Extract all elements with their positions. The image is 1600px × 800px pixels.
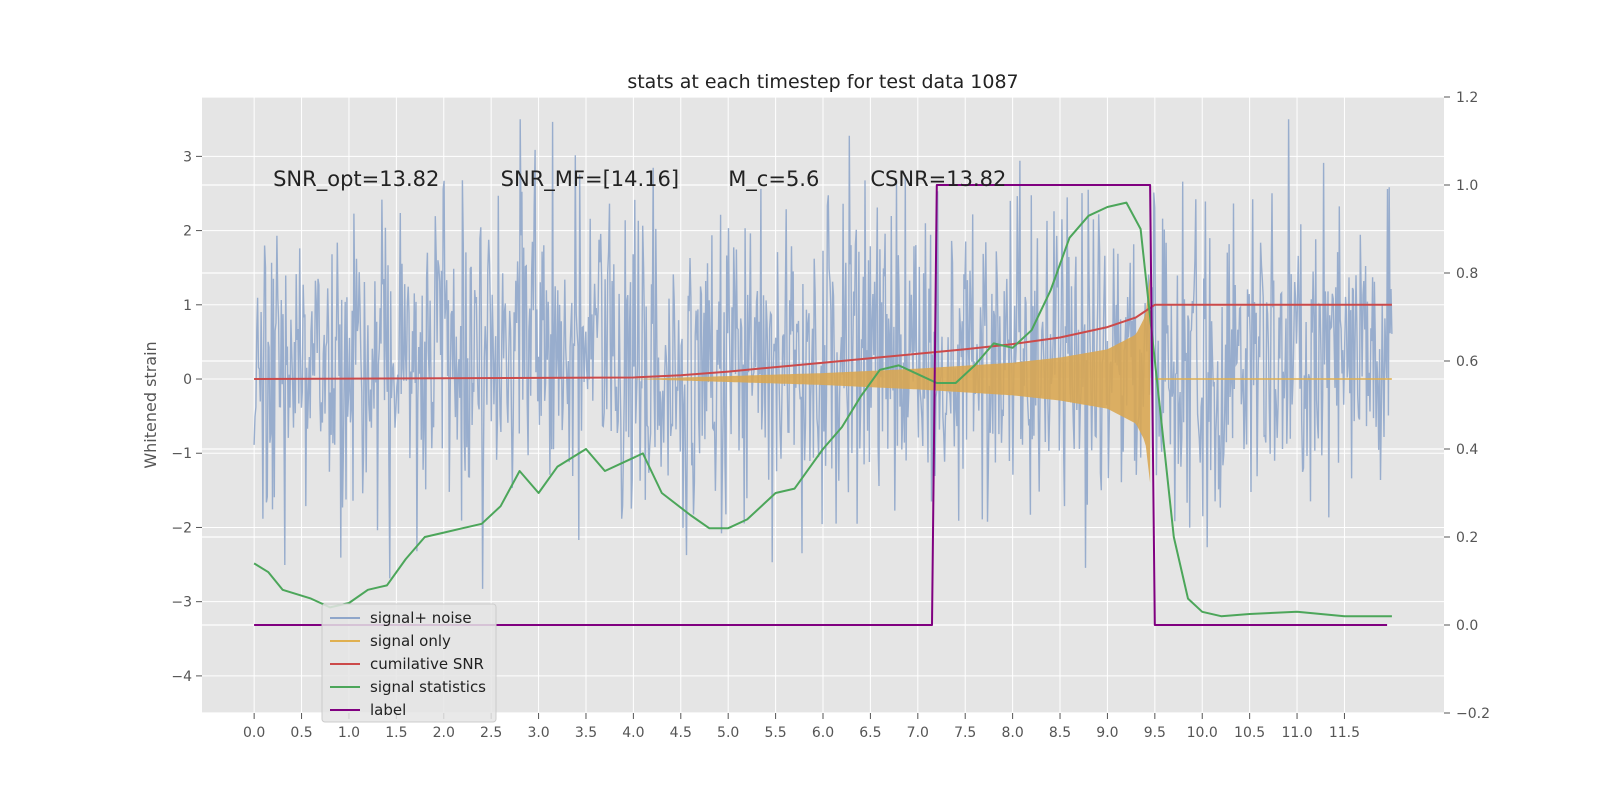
- x-tick-label: 1.5: [385, 725, 407, 741]
- x-tick-label: 2.5: [480, 725, 502, 741]
- series-signal-only-envelope: [633, 275, 1151, 483]
- x-tick-label: 10.5: [1234, 725, 1265, 741]
- y-right-tick-label: 0.4: [1456, 442, 1478, 458]
- y-tick-label: 0: [183, 372, 192, 388]
- chart-title: stats at each timestep for test data 108…: [627, 71, 1018, 93]
- axes: −4 −3 −2 −1 0 1 2 3 −0.2 0.0 0.2 0.4 0.6 0.8 1.0 1.2 0.0…: [171, 90, 1490, 741]
- x-tick-label: 2.0: [433, 725, 455, 741]
- annotation-csnr: CSNR=13.82: [870, 167, 1006, 191]
- x-tick-label: 5.5: [764, 725, 786, 741]
- x-tick-label: 7.5: [954, 725, 976, 741]
- y-tick-label: 3: [183, 149, 192, 165]
- x-tick-label: 3.0: [527, 725, 549, 741]
- annotation-snr-opt: SNR_opt=13.82: [273, 167, 439, 192]
- x-tick-label: 9.0: [1096, 725, 1118, 741]
- legend-box: [321, 603, 497, 723]
- x-tick-label: 11.0: [1281, 725, 1312, 741]
- x-tick-label: 8.5: [1049, 725, 1071, 741]
- y-tick-label: −1: [171, 446, 192, 462]
- y-tick-label: −2: [171, 520, 192, 536]
- y-tick-label: −3: [171, 595, 192, 611]
- y-right-tick-label: 1.0: [1456, 178, 1478, 194]
- legend-entry: signal statistics: [370, 678, 486, 696]
- x-tick-label: 7.0: [907, 725, 929, 741]
- legend-entry: cumilative SNR: [370, 655, 484, 673]
- legend-entry: signal+ noise: [370, 609, 472, 627]
- legend-entry: label: [370, 701, 406, 719]
- x-tick-label: 6.5: [859, 725, 881, 741]
- x-tick-label: 9.5: [1144, 725, 1166, 741]
- y-right-tick-label: 1.2: [1456, 90, 1478, 106]
- series-cumilative-snr: [254, 303, 1392, 380]
- y-tick-label: 2: [183, 224, 192, 240]
- y-right-tick-label: 0.8: [1456, 266, 1478, 282]
- legend: signal+ noise signal only cumilative SNR si…: [321, 603, 497, 723]
- y-axis-label: Whitened strain: [141, 341, 160, 468]
- y-right-tick-label: 0.6: [1456, 354, 1478, 370]
- annotation-mc: M_c=5.6: [728, 167, 819, 192]
- annotations: SNR_opt=13.82 SNR_MF=[14.16] M_c=5.6 CSNR=1…: [273, 167, 1006, 192]
- series-signal-noise: [253, 119, 1393, 589]
- x-tick-label: 4.0: [622, 725, 644, 741]
- x-tick-label: 0.5: [290, 725, 312, 741]
- data-series: [253, 119, 1393, 626]
- y-right-tick-label: −0.2: [1456, 706, 1490, 722]
- y-right-tick-label: 0.0: [1456, 618, 1478, 634]
- x-tick-label: 6.0: [812, 725, 834, 741]
- x-tick-label: 5.0: [717, 725, 739, 741]
- y-tick-label: −4: [171, 669, 192, 685]
- x-tick-label: 11.5: [1329, 725, 1360, 741]
- x-tick-label: 4.5: [670, 725, 692, 741]
- y-tick-label: 1: [183, 298, 192, 314]
- annotation-snr-mf: SNR_MF=[14.16]: [501, 167, 679, 192]
- y-right-tick-label: 0.2: [1456, 530, 1478, 546]
- x-tick-label: 10.0: [1187, 725, 1218, 741]
- x-tick-label: 3.5: [575, 725, 597, 741]
- x-tick-label: 1.0: [338, 725, 360, 741]
- legend-entry: signal only: [370, 632, 451, 650]
- x-tick-label: 8.0: [1001, 725, 1023, 741]
- x-tick-label: 0.0: [243, 725, 265, 741]
- series-label: [254, 184, 1388, 626]
- series-signal-statistics: [253, 201, 1392, 618]
